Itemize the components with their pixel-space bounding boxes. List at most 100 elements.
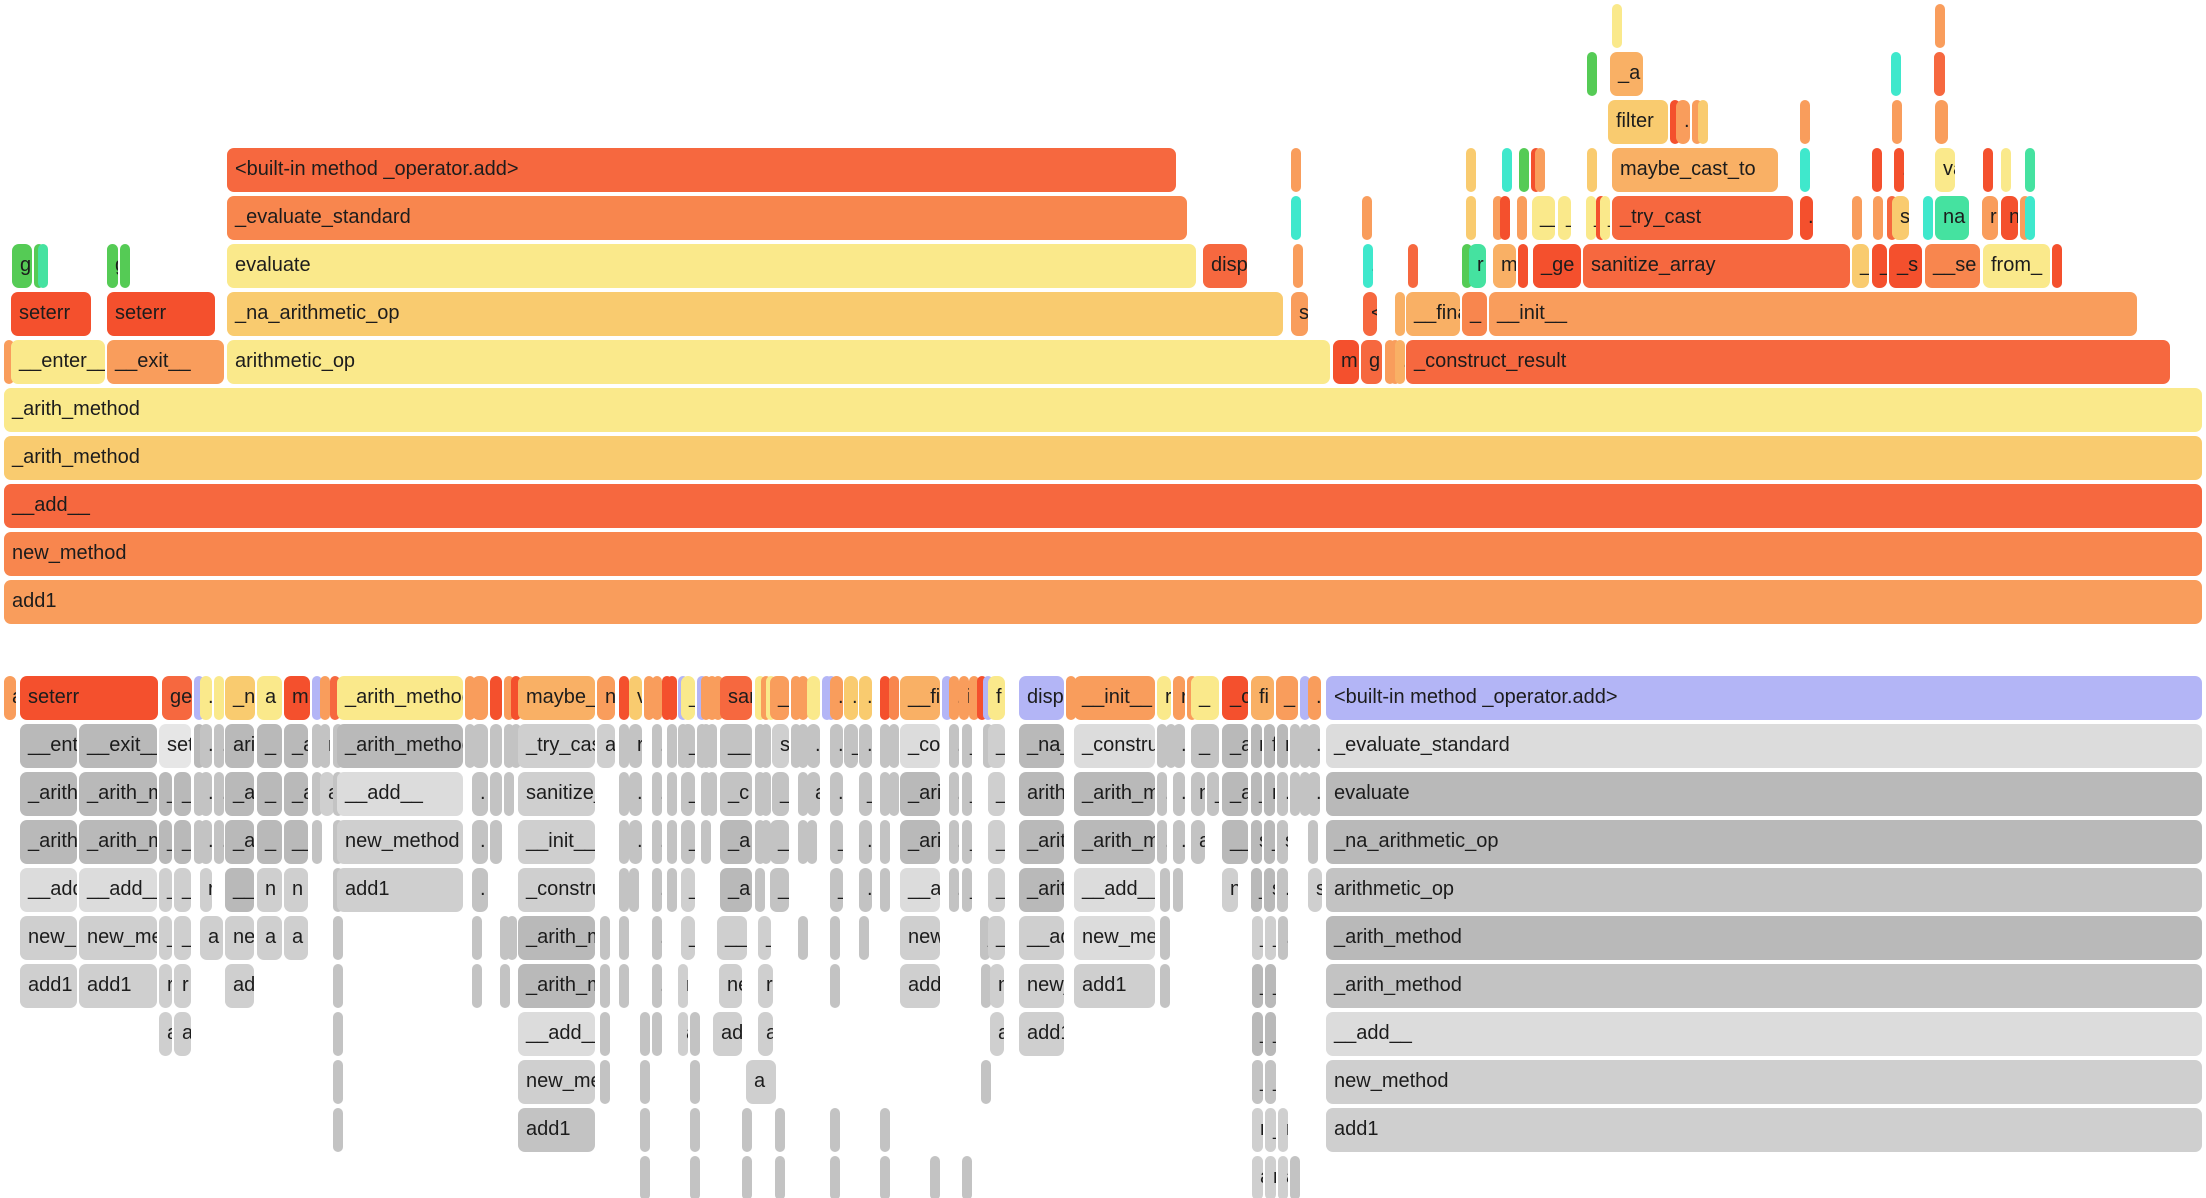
frame-block[interactable]: maybe_cast_to — [518, 676, 595, 720]
frame-block[interactable]: a — [746, 1060, 776, 1104]
frame-block[interactable]: _arith_method — [1019, 868, 1064, 912]
frame-block[interactable] — [761, 724, 771, 768]
frame-block[interactable]: __add__ — [337, 772, 463, 816]
frame-block[interactable] — [798, 676, 808, 720]
frame-block[interactable]: __exit__ — [79, 724, 157, 768]
frame-block[interactable] — [775, 1108, 785, 1152]
frame-block[interactable] — [1852, 196, 1862, 240]
frame-block[interactable]: n — [597, 676, 615, 720]
frame-block[interactable]: _ — [988, 868, 1005, 912]
frame-block[interactable] — [600, 964, 610, 1008]
frame-block[interactable] — [830, 1108, 840, 1152]
frame-block[interactable]: _ — [1191, 724, 1219, 768]
frame-block[interactable]: r — [1173, 676, 1185, 720]
frame-block[interactable] — [701, 676, 711, 720]
frame-block[interactable]: _ — [257, 724, 282, 768]
frame-block[interactable] — [312, 724, 322, 768]
frame-block[interactable]: . — [652, 820, 662, 864]
frame-block[interactable] — [1923, 196, 1933, 240]
frame-block[interactable]: . — [214, 820, 224, 864]
frame-block[interactable]: new_method — [518, 1060, 595, 1104]
frame-block[interactable]: _construct_result — [1406, 340, 2170, 384]
frame-block[interactable]: _ — [830, 820, 843, 864]
frame-block[interactable]: a — [1191, 820, 1205, 864]
frame-block[interactable]: __add__ — [4, 484, 2202, 528]
frame-block[interactable]: __add__ — [79, 868, 157, 912]
frame-block[interactable] — [600, 916, 610, 960]
frame-block[interactable]: __se — [1925, 244, 1980, 288]
frame-block[interactable]: m — [284, 676, 310, 720]
frame-block[interactable]: _a — [284, 724, 308, 768]
frame-block[interactable]: _ — [962, 724, 972, 768]
frame-block[interactable] — [640, 1012, 650, 1056]
frame-block[interactable] — [640, 1060, 650, 1104]
frame-block[interactable]: s — [1291, 292, 1308, 336]
frame-block[interactable]: _ — [159, 820, 172, 864]
frame-block[interactable] — [667, 868, 677, 912]
frame-block[interactable] — [889, 676, 899, 720]
frame-block[interactable]: r — [678, 964, 688, 1008]
frame-block[interactable]: _ — [830, 868, 843, 912]
frame-block[interactable] — [977, 676, 987, 720]
frame-block[interactable]: new_method — [900, 916, 940, 960]
frame-block[interactable]: _a — [1610, 52, 1643, 96]
frame-block[interactable]: sanitize_array — [720, 676, 752, 720]
frame-block[interactable]: _arith_method — [1019, 820, 1064, 864]
frame-block[interactable] — [333, 1060, 343, 1104]
frame-block[interactable] — [1517, 196, 1527, 240]
frame-block[interactable] — [1519, 148, 1529, 192]
frame-block[interactable]: . — [949, 772, 959, 816]
frame-block[interactable] — [619, 724, 629, 768]
frame-block[interactable] — [859, 916, 869, 960]
frame-block[interactable]: a — [174, 1012, 191, 1056]
frame-block[interactable]: . — [652, 916, 662, 960]
frame-block[interactable] — [472, 964, 482, 1008]
frame-block[interactable]: . — [1277, 772, 1288, 816]
frame-block[interactable] — [644, 676, 654, 720]
frame-block[interactable] — [500, 964, 510, 1008]
frame-block[interactable] — [619, 868, 629, 912]
frame-block[interactable]: _ — [257, 820, 282, 864]
frame-block[interactable]: evaluate — [1326, 772, 2202, 816]
frame-block[interactable] — [320, 676, 330, 720]
frame-block[interactable]: add1 — [1326, 1108, 2202, 1152]
frame-block[interactable]: m — [1333, 340, 1359, 384]
frame-block[interactable]: ne — [225, 916, 254, 960]
frame-block[interactable] — [472, 916, 482, 960]
frame-block[interactable] — [1587, 52, 1597, 96]
frame-block[interactable]: a — [990, 1012, 1004, 1056]
frame-block[interactable] — [889, 772, 899, 816]
frame-block[interactable]: _ — [962, 820, 972, 864]
frame-block[interactable]: seterr — [11, 292, 91, 336]
frame-block[interactable] — [333, 916, 343, 960]
frame-block[interactable] — [214, 676, 224, 720]
frame-block[interactable]: _ — [681, 916, 695, 960]
frame-block[interactable]: _arith_method — [4, 388, 2202, 432]
frame-block[interactable]: seterr — [20, 676, 158, 720]
frame-block[interactable]: _ — [1872, 244, 1887, 288]
frame-block[interactable]: g — [12, 244, 32, 288]
frame-block[interactable]: n — [257, 868, 282, 912]
frame-block[interactable]: _arith_method — [337, 724, 463, 768]
frame-block[interactable] — [1173, 868, 1183, 912]
frame-block[interactable] — [942, 676, 952, 720]
frame-block[interactable]: i — [959, 676, 969, 720]
frame-block[interactable] — [600, 1012, 610, 1056]
frame-block[interactable]: g — [1361, 340, 1382, 384]
frame-block[interactable]: _arith_method — [225, 820, 254, 864]
frame-block[interactable]: . — [652, 964, 662, 1008]
frame-block[interactable]: _ — [681, 772, 695, 816]
frame-block[interactable]: _ — [159, 868, 172, 912]
frame-block[interactable]: m — [1264, 772, 1275, 816]
frame-block[interactable]: . — [472, 868, 488, 912]
frame-block[interactable]: r — [159, 964, 172, 1008]
frame-block[interactable]: _ — [988, 772, 1005, 816]
frame-block[interactable]: < — [1363, 292, 1377, 336]
frame-block[interactable] — [120, 244, 130, 288]
frame-block[interactable]: _ — [1265, 1108, 1276, 1152]
frame-block[interactable]: a — [807, 772, 820, 816]
frame-block[interactable]: _a — [284, 772, 308, 816]
frame-block[interactable] — [1500, 196, 1510, 240]
frame-block[interactable]: _a — [720, 868, 752, 912]
frame-block[interactable] — [880, 676, 890, 720]
